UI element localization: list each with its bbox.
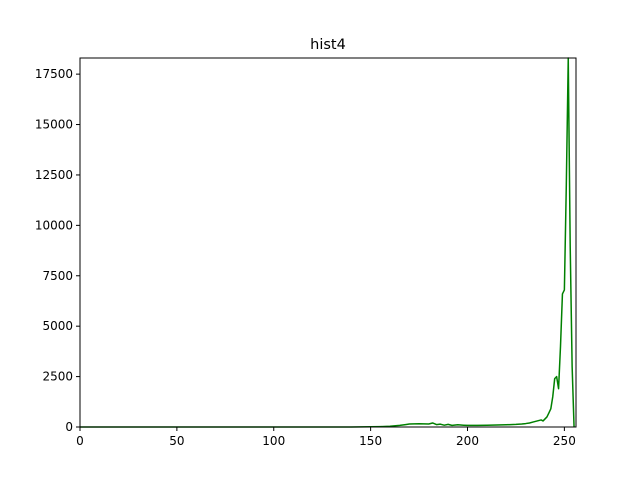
histogram-line-series-0 [80, 57, 575, 428]
y-tick-label: 5000 [42, 319, 73, 333]
y-tick-label: 12500 [35, 168, 73, 182]
x-tick-label: 150 [359, 434, 382, 448]
y-tick-label: 0 [65, 420, 73, 434]
x-tick-label: 100 [262, 434, 285, 448]
x-tick-label: 250 [553, 434, 576, 448]
y-axis: 0 2500 5000 7500 10000 12500 15000 17500 [35, 67, 80, 434]
x-tick-label: 50 [169, 434, 184, 448]
x-tick-label: 0 [76, 434, 84, 448]
chart-title: hist4 [310, 37, 346, 53]
x-tick-label: 200 [456, 434, 479, 448]
y-tick-label: 15000 [35, 118, 73, 132]
x-axis: 0 50 100 150 200 250 [76, 427, 576, 448]
plot-area [80, 57, 575, 428]
y-tick-label: 10000 [35, 218, 73, 232]
y-tick-label: 17500 [35, 67, 73, 81]
y-tick-label: 7500 [42, 269, 73, 283]
axes-frame [79, 57, 577, 428]
y-tick-label: 2500 [42, 370, 73, 384]
